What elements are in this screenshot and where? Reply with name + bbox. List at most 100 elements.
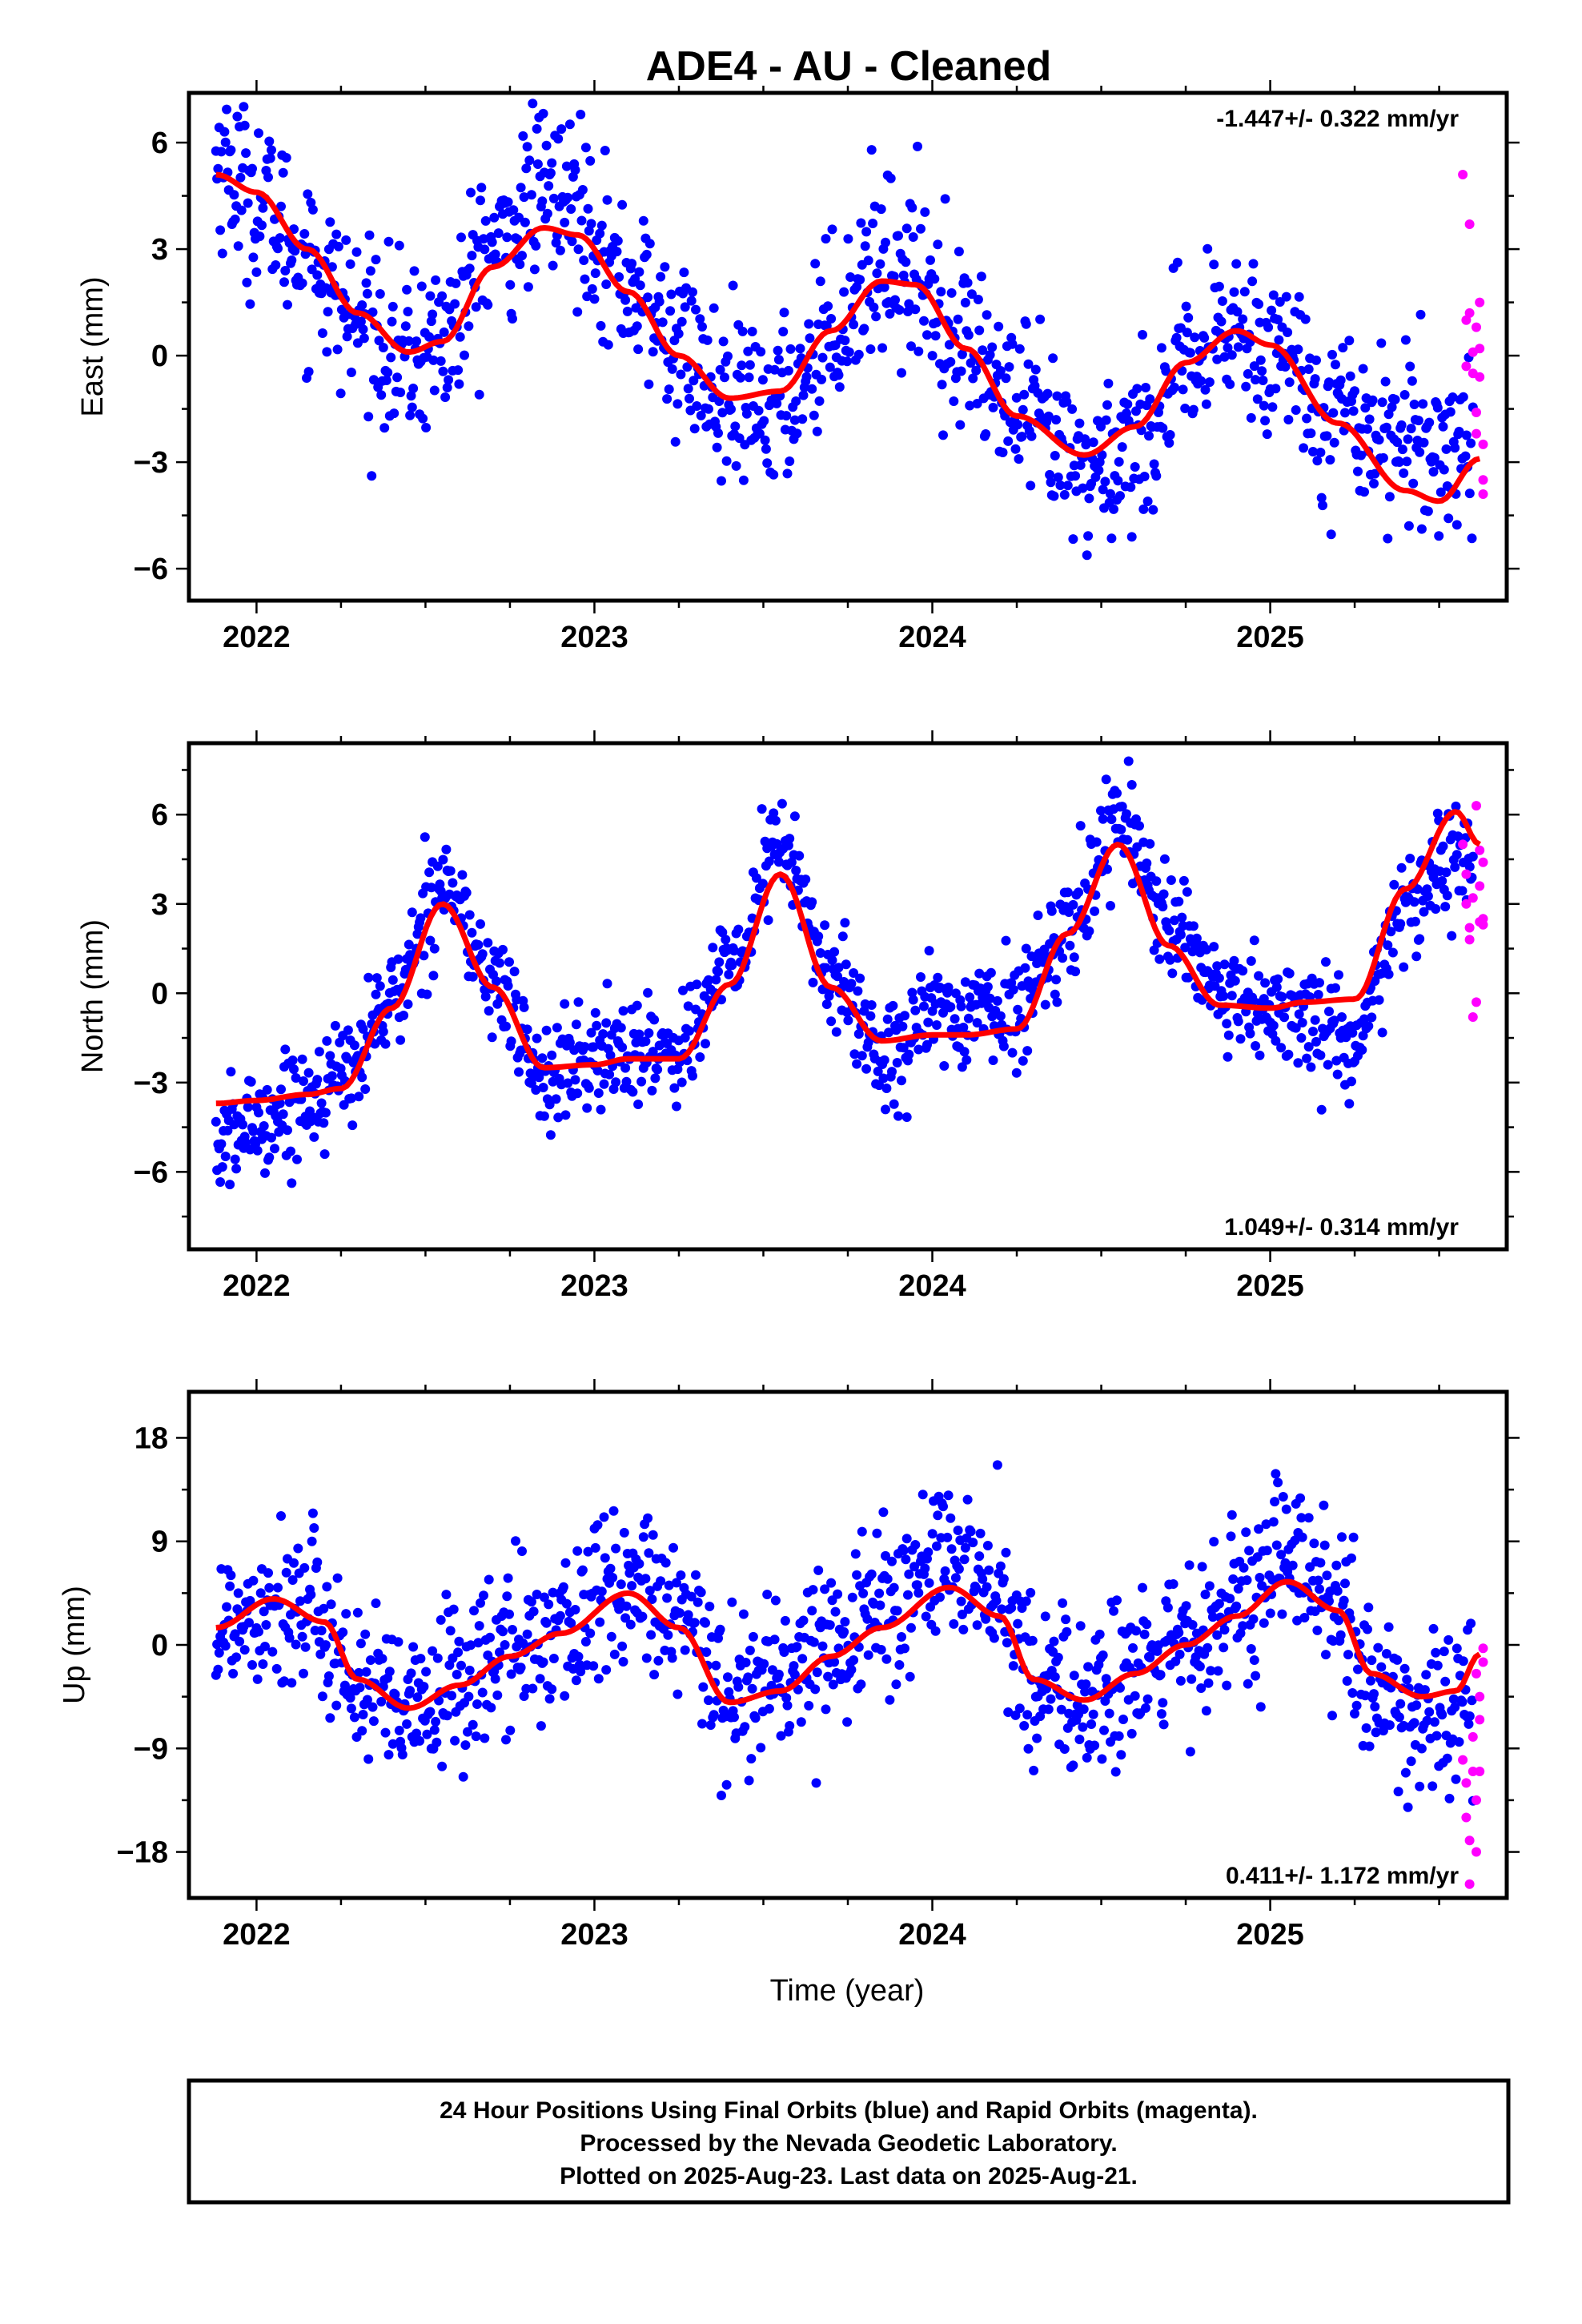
east-final-point	[1026, 480, 1036, 491]
north-final-point	[1324, 1007, 1334, 1016]
north-final-point	[633, 1100, 644, 1109]
up-final-point	[745, 1645, 755, 1655]
up-final-point	[544, 1694, 555, 1704]
east-final-point	[673, 399, 683, 409]
east-final-point	[431, 275, 441, 285]
north-final-point	[1062, 887, 1073, 898]
east-final-point	[1360, 403, 1371, 413]
north-final-point	[1367, 1012, 1377, 1023]
east-final-point	[792, 428, 802, 439]
up-final-point	[1448, 1694, 1459, 1704]
east-final-point	[1350, 386, 1359, 396]
up-final-point	[345, 1693, 355, 1703]
north-final-point	[815, 948, 825, 958]
up-final-point	[960, 1542, 970, 1553]
east-final-point	[1217, 296, 1227, 306]
north-final-point	[1212, 961, 1223, 971]
east-final-point	[1199, 332, 1210, 343]
east-final-point	[1348, 406, 1359, 416]
north-final-point	[1260, 978, 1271, 988]
up-final-point	[519, 1691, 529, 1701]
up-final-point	[422, 1729, 432, 1739]
east-final-point	[1035, 314, 1046, 324]
north-final-point	[476, 919, 485, 929]
east-final-point	[1271, 384, 1281, 394]
up-final-point	[1270, 1497, 1280, 1507]
east-final-point	[1030, 380, 1040, 391]
up-final-point	[1239, 1562, 1249, 1573]
north-final-point	[371, 973, 382, 983]
north-final-point	[650, 1073, 661, 1084]
east-final-point	[453, 365, 464, 376]
north-final-point	[1306, 1062, 1316, 1072]
up-final-point	[849, 1655, 859, 1665]
north-final-point	[939, 1061, 950, 1071]
north-final-point	[1412, 884, 1423, 895]
up-final-point	[476, 1598, 485, 1608]
north-final-point	[420, 832, 430, 842]
east-final-point	[367, 307, 378, 317]
up-x-tick-label: 2024	[898, 1918, 966, 1952]
north-final-point	[309, 1132, 319, 1142]
east-final-point	[1413, 416, 1423, 426]
up-final-point	[307, 1536, 317, 1546]
up-final-point	[1078, 1722, 1088, 1732]
east-final-point	[429, 385, 440, 396]
up-final-point	[1315, 1584, 1324, 1594]
north-rapid-point	[1478, 919, 1488, 930]
north-final-point	[1315, 1050, 1326, 1060]
up-rapid-point	[1461, 1778, 1472, 1788]
east-final-point	[365, 266, 375, 276]
up-final-point	[503, 1573, 513, 1583]
east-final-point	[1353, 466, 1363, 476]
up-final-point	[1201, 1706, 1211, 1716]
north-final-point	[829, 947, 840, 957]
up-final-point	[1170, 1656, 1181, 1667]
up-final-point	[711, 1660, 721, 1671]
note-frame	[187, 2078, 1511, 2205]
east-final-point	[541, 140, 552, 151]
east-final-point	[566, 204, 576, 214]
east-final-point	[1322, 431, 1332, 441]
up-final-point	[971, 1583, 982, 1594]
east-final-point	[1399, 468, 1409, 478]
north-final-point	[1276, 1043, 1287, 1053]
up-final-point	[1088, 1709, 1098, 1719]
east-final-point	[717, 476, 726, 486]
north-final-point	[571, 1019, 581, 1030]
north-final-point	[833, 963, 844, 973]
up-final-point	[397, 1750, 408, 1759]
east-final-point	[1141, 383, 1150, 392]
north-x-tick-label: 2022	[223, 1269, 291, 1303]
up-final-point	[968, 1538, 978, 1548]
east-final-point	[273, 243, 283, 254]
east-final-point	[1303, 364, 1314, 374]
north-final-point	[1026, 951, 1037, 962]
north-final-point	[477, 949, 488, 959]
east-final-point	[421, 423, 432, 432]
east-final-point	[602, 195, 612, 205]
north-final-point	[938, 1007, 948, 1018]
up-final-point	[1212, 1630, 1223, 1640]
east-final-point	[1165, 430, 1175, 440]
up-final-point	[981, 1614, 991, 1624]
up-final-point	[901, 1534, 912, 1544]
north-final-point	[897, 1076, 906, 1086]
up-final-point	[1416, 1743, 1427, 1754]
north-final-point	[425, 935, 436, 946]
north-final-point	[1070, 967, 1081, 977]
east-final-point	[251, 267, 262, 277]
east-final-point	[789, 415, 800, 425]
north-final-point	[757, 879, 768, 889]
east-final-point	[586, 219, 596, 229]
east-final-point	[1435, 487, 1446, 497]
east-final-point	[1014, 344, 1025, 354]
north-final-point	[1464, 862, 1475, 872]
east-final-point	[1438, 421, 1448, 432]
east-final-point	[721, 456, 732, 466]
up-final-point	[696, 1587, 706, 1598]
up-final-point	[580, 1637, 591, 1647]
north-final-point	[541, 1025, 552, 1035]
east-x-ticks: 2022 2023 2024 2025	[223, 80, 1440, 654]
